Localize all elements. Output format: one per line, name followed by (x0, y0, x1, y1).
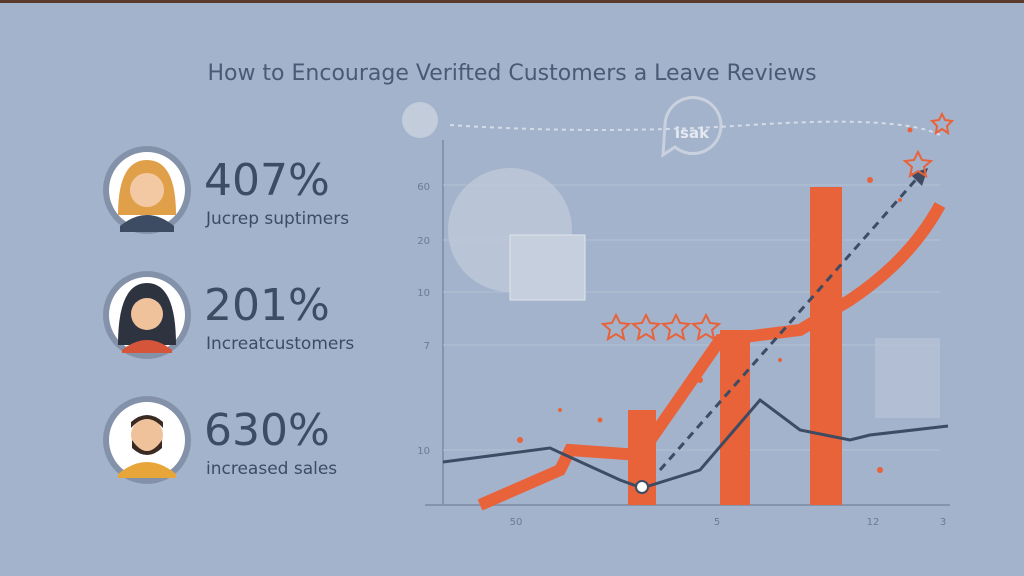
avatar (103, 271, 191, 359)
chart-decoration (402, 96, 955, 511)
stat-value: 201% (204, 280, 330, 331)
x-tick-label: 12 (867, 517, 880, 528)
avatar (103, 396, 191, 484)
title: How to Encourage Verifted Customers a Le… (207, 61, 816, 86)
avatar (103, 146, 191, 234)
y-tick-label: 7 (424, 341, 430, 352)
stat-label: Increatcustomers (206, 334, 354, 354)
y-tick-label: 60 (417, 182, 430, 193)
y-tick-label: 20 (417, 236, 430, 247)
y-tick-label: 10 (417, 288, 430, 299)
x-tick-label: 50 (510, 517, 523, 528)
x-tick-label: 3 (940, 517, 946, 528)
stat-label: Jucrep suptimers (205, 209, 349, 229)
x-tick-label: 5 (714, 517, 720, 528)
tick-labels: 60 20 10 7 10 50 5 12 3 (417, 182, 946, 528)
stat-label: increased sales (206, 459, 337, 479)
y-tick-label: 10 (417, 446, 430, 457)
stat-value: 407% (204, 155, 330, 206)
stat-value: 630% (204, 405, 330, 456)
bubble-label: isak (675, 124, 710, 142)
